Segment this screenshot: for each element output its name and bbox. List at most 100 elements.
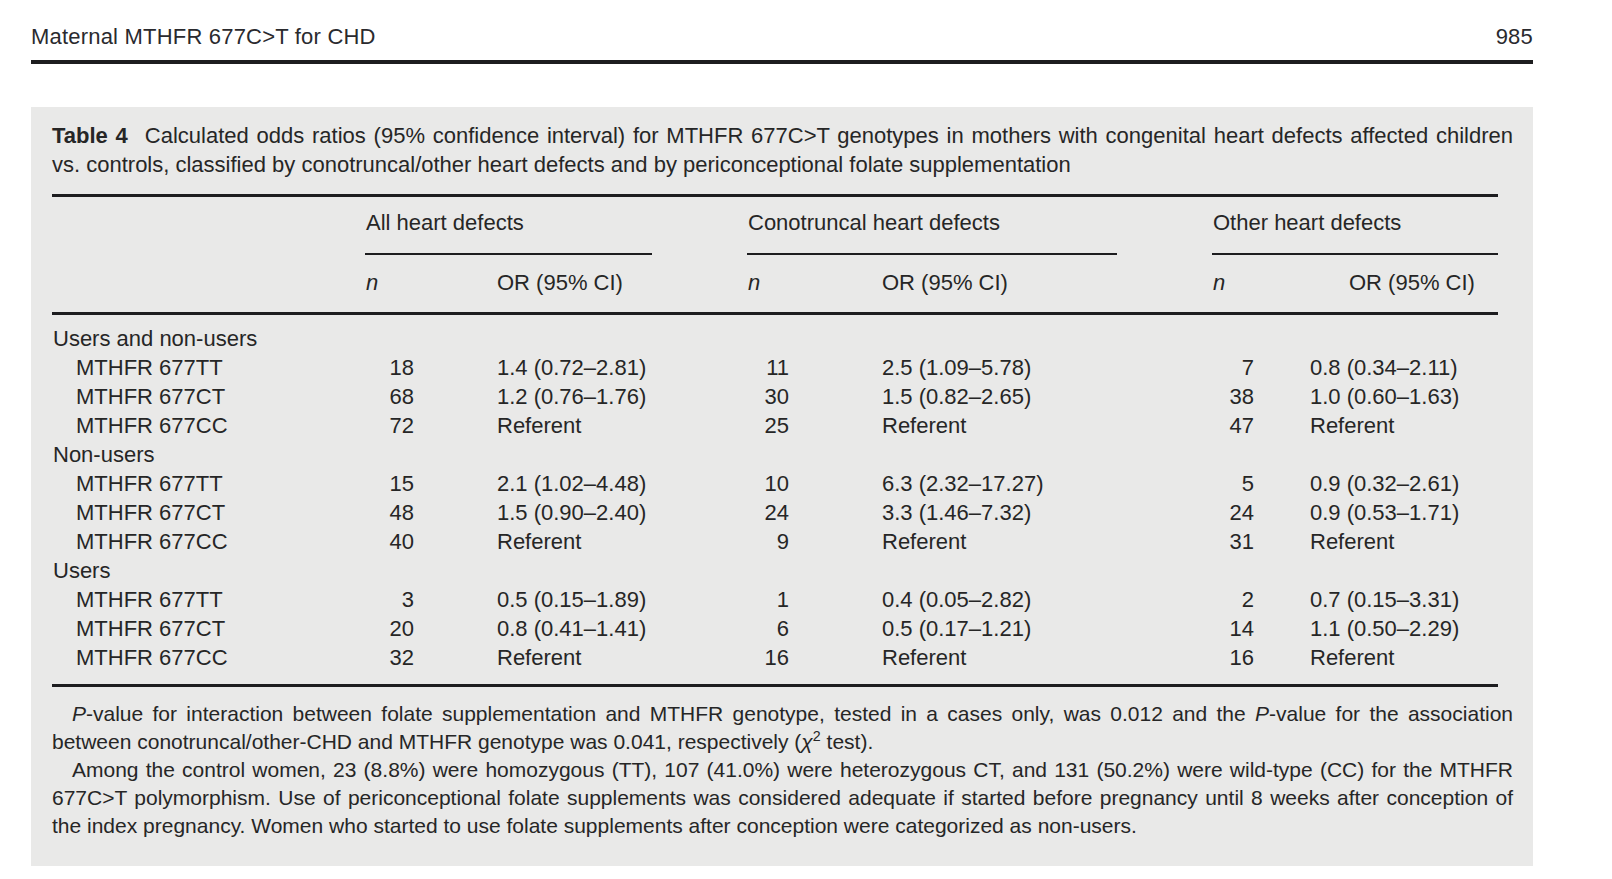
n-cell: 24 — [1212, 498, 1302, 527]
genotype-label: MTHFR 677CT — [52, 498, 365, 527]
n-cell: 11 — [747, 353, 837, 382]
column-group-header-row: All heart defects Conotruncal heart defe… — [52, 196, 1498, 256]
n-header: n — [747, 255, 837, 314]
n-cell: 47 — [1212, 411, 1302, 440]
page-number: 985 — [1496, 24, 1533, 50]
or-header: OR (95% CI) — [837, 255, 1212, 314]
table-4-panel: Table 4Calculated odds ratios (95% confi… — [31, 107, 1533, 866]
n-cell: 30 — [747, 382, 837, 411]
column-group-label: All heart defects — [366, 210, 524, 235]
or-cell: 0.9 (0.32–2.61) — [1302, 469, 1498, 498]
section-row-users-and-non-users: Users and non-users — [52, 314, 1498, 354]
column-group-label: Conotruncal heart defects — [748, 210, 1000, 235]
n-cell: 32 — [365, 643, 462, 686]
column-group-other-heart-defects: Other heart defects — [1212, 196, 1498, 256]
or-cell: Referent — [837, 411, 1212, 440]
or-cell: 1.2 (0.76–1.76) — [462, 382, 747, 411]
or-cell: Referent — [1302, 643, 1498, 686]
genotype-label: MTHFR 677TT — [52, 353, 365, 382]
n-cell: 48 — [365, 498, 462, 527]
or-cell: Referent — [837, 527, 1212, 556]
genotype-row: MTHFR 677TT 15 2.1 (1.02–4.48) 10 6.3 (2… — [52, 469, 1498, 498]
n-cell: 16 — [1212, 643, 1302, 686]
n-cell: 9 — [747, 527, 837, 556]
stub-cell — [52, 196, 365, 256]
n-cell: 31 — [1212, 527, 1302, 556]
or-cell: Referent — [462, 411, 747, 440]
table-footnotes: P-value for interaction between folate s… — [52, 700, 1513, 840]
or-cell: 0.4 (0.05–2.82) — [837, 585, 1212, 614]
or-cell: Referent — [837, 643, 1212, 686]
section-row-non-users: Non-users — [52, 440, 1498, 469]
or-cell: 3.3 (1.46–7.32) — [837, 498, 1212, 527]
or-cell: 0.9 (0.53–1.71) — [1302, 498, 1498, 527]
genotype-row: MTHFR 677CC 72 Referent 25 Referent 47 R… — [52, 411, 1498, 440]
odds-ratio-table: All heart defects Conotruncal heart defe… — [52, 194, 1498, 687]
genotype-row: MTHFR 677CT 20 0.8 (0.41–1.41) 6 0.5 (0.… — [52, 614, 1498, 643]
genotype-row: MTHFR 677CT 68 1.2 (0.76–1.76) 30 1.5 (0… — [52, 382, 1498, 411]
n-cell: 38 — [1212, 382, 1302, 411]
genotype-label: MTHFR 677TT — [52, 585, 365, 614]
n-header: n — [365, 255, 462, 314]
genotype-label: MTHFR 677CT — [52, 614, 365, 643]
or-header: OR (95% CI) — [1302, 255, 1498, 314]
n-cell: 7 — [1212, 353, 1302, 382]
or-cell: 1.4 (0.72–2.81) — [462, 353, 747, 382]
n-cell: 3 — [365, 585, 462, 614]
genotype-label: MTHFR 677CT — [52, 382, 365, 411]
footnote-pvalue: P-value for interaction between folate s… — [52, 700, 1513, 756]
genotype-label: MTHFR 677CC — [52, 527, 365, 556]
or-cell: 1.5 (0.82–2.65) — [837, 382, 1212, 411]
n-cell: 72 — [365, 411, 462, 440]
table-caption: Table 4Calculated odds ratios (95% confi… — [52, 121, 1513, 179]
genotype-row: MTHFR 677CC 32 Referent 16 Referent 16 R… — [52, 643, 1498, 686]
table-caption-label: Table 4 — [52, 123, 128, 148]
or-cell: Referent — [1302, 411, 1498, 440]
genotype-row: MTHFR 677TT 18 1.4 (0.72–2.81) 11 2.5 (1… — [52, 353, 1498, 382]
n-header: n — [1212, 255, 1302, 314]
or-cell: 0.8 (0.41–1.41) — [462, 614, 747, 643]
header-rule — [31, 60, 1533, 64]
n-cell: 6 — [747, 614, 837, 643]
column-group-all-heart-defects: All heart defects — [365, 196, 747, 256]
running-header: Maternal MTHFR 677C>T for CHD 985 — [31, 0, 1533, 50]
n-cell: 40 — [365, 527, 462, 556]
n-cell: 68 — [365, 382, 462, 411]
or-cell: 6.3 (2.32–17.27) — [837, 469, 1212, 498]
or-cell: 0.5 (0.17–1.21) — [837, 614, 1212, 643]
genotype-label: MTHFR 677TT — [52, 469, 365, 498]
chi-symbol: χ — [801, 730, 812, 753]
stub-cell — [52, 255, 365, 314]
journal-page: Maternal MTHFR 677C>T for CHD 985 Table … — [31, 0, 1533, 866]
genotype-row: MTHFR 677TT 3 0.5 (0.15–1.89) 1 0.4 (0.0… — [52, 585, 1498, 614]
or-cell: 0.5 (0.15–1.89) — [462, 585, 747, 614]
n-cell: 20 — [365, 614, 462, 643]
n-cell: 10 — [747, 469, 837, 498]
italic-p: P — [1255, 702, 1269, 725]
or-cell: 0.8 (0.34–2.11) — [1302, 353, 1498, 382]
n-cell: 25 — [747, 411, 837, 440]
n-cell: 5 — [1212, 469, 1302, 498]
or-cell: 1.5 (0.90–2.40) — [462, 498, 747, 527]
genotype-label: MTHFR 677CC — [52, 411, 365, 440]
or-cell: Referent — [462, 643, 747, 686]
chi-superscript: 2 — [813, 728, 821, 744]
or-cell: Referent — [462, 527, 747, 556]
genotype-row: MTHFR 677CC 40 Referent 9 Referent 31 Re… — [52, 527, 1498, 556]
table-caption-text: Calculated odds ratios (95% confidence i… — [52, 123, 1513, 177]
running-head-title: Maternal MTHFR 677C>T for CHD — [31, 24, 376, 50]
genotype-label: MTHFR 677CC — [52, 643, 365, 686]
n-cell: 1 — [747, 585, 837, 614]
n-cell: 2 — [1212, 585, 1302, 614]
n-cell: 14 — [1212, 614, 1302, 643]
or-cell: 2.1 (1.02–4.48) — [462, 469, 747, 498]
footnote-controls: Among the control women, 23 (8.8%) were … — [52, 756, 1513, 840]
or-cell: Referent — [1302, 527, 1498, 556]
or-cell: 1.1 (0.50–2.29) — [1302, 614, 1498, 643]
genotype-row: MTHFR 677CT 48 1.5 (0.90–2.40) 24 3.3 (1… — [52, 498, 1498, 527]
n-cell: 16 — [747, 643, 837, 686]
or-cell: 0.7 (0.15–3.31) — [1302, 585, 1498, 614]
column-group-label: Other heart defects — [1213, 210, 1401, 235]
section-label: Users — [52, 556, 1498, 585]
italic-p: P — [72, 702, 86, 725]
